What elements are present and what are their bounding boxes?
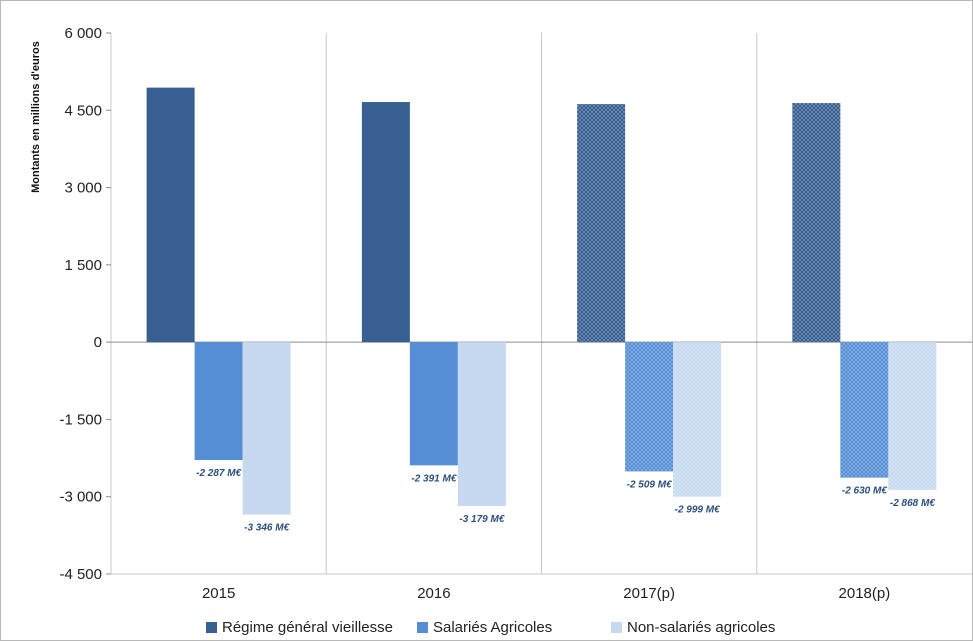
- x-axis-ticks: 2015 2016 2017(p) 2018(p): [202, 585, 890, 602]
- legend-item: Non-salariés agricoles: [611, 619, 775, 636]
- bar-non-salari-s-agricoles-2016: [457, 342, 506, 506]
- data-label: -2 999 M€: [675, 505, 720, 516]
- data-label: -2 868 M€: [890, 498, 935, 509]
- data-label: -3 179 M€: [459, 514, 504, 525]
- data-label: -2 630 M€: [842, 486, 887, 497]
- bar-projection-pattern: [673, 342, 722, 497]
- bar-salari-s-agricoles-2016: [409, 342, 458, 466]
- y-tick-label: 0: [94, 334, 102, 351]
- legend-item: Régime général vieillesse: [206, 619, 393, 636]
- y-tick-label: -1 500: [59, 411, 102, 428]
- y-tick-label: -3 000: [59, 489, 102, 506]
- data-label: -2 391 M€: [411, 473, 456, 484]
- bar-projection-pattern: [577, 104, 626, 343]
- legend-label: Non-salariés agricoles: [627, 619, 775, 636]
- y-tick-label: 6 000: [64, 25, 102, 42]
- bar-projection-pattern: [792, 103, 841, 343]
- data-label: -3 346 M€: [244, 523, 289, 534]
- bar-projection-pattern: [840, 342, 889, 478]
- x-tick-label: 2015: [202, 585, 235, 602]
- bar-r-gime-g-n-ral-vieillesse-2015: [146, 87, 195, 343]
- data-labels: -2 287 M€ -3 346 M€ -2 391 M€ -3 179 M€ -2 5…: [196, 468, 935, 534]
- legend-swatch: [611, 622, 622, 633]
- bar-salari-s-agricoles-2015: [194, 342, 243, 460]
- x-tick-label: 2016: [417, 585, 450, 602]
- legend-label: Salariés Agricoles: [433, 619, 552, 636]
- y-axis-ticks: 6 000 4 500 3 000 1 500 0 -1 500 -3 000 -4 500: [59, 25, 111, 583]
- bar-projection-pattern: [625, 342, 674, 472]
- legend: Régime général vieillesse Salariés Agrico…: [206, 619, 775, 636]
- legend-label: Régime général vieillesse: [222, 619, 393, 636]
- bar-non-salari-s-agricoles-2015: [242, 342, 291, 515]
- bar-projection-pattern: [888, 342, 937, 490]
- y-tick-label: -4 500: [59, 566, 102, 583]
- data-label: -2 509 M€: [627, 479, 672, 490]
- data-label: -2 287 M€: [196, 468, 241, 479]
- bar-r-gime-g-n-ral-vieillesse-2016: [361, 102, 410, 343]
- legend-swatch: [417, 622, 428, 633]
- legend-item: Salariés Agricoles: [417, 619, 552, 636]
- y-tick-label: 1 500: [64, 257, 102, 274]
- y-axis-label: Montants en millions d'euros: [30, 41, 42, 193]
- y-tick-label: 4 500: [64, 102, 102, 119]
- y-tick-label: 3 000: [64, 180, 102, 197]
- legend-swatch: [206, 622, 217, 633]
- x-tick-label: 2018(p): [839, 585, 891, 602]
- bars: [146, 87, 937, 515]
- x-tick-label: 2017(p): [623, 585, 675, 602]
